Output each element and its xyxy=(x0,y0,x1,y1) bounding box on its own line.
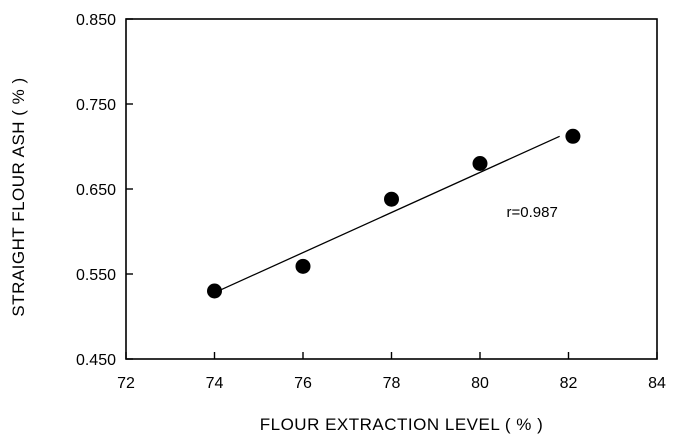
trend-line xyxy=(214,135,560,294)
x-tick-label: 82 xyxy=(560,375,578,392)
y-tick-label: 0.850 xyxy=(76,12,116,29)
axes xyxy=(125,18,658,360)
data-point xyxy=(565,128,581,144)
y-tick-label: 0.450 xyxy=(76,352,116,369)
y-tick-label: 0.650 xyxy=(76,182,116,199)
x-axis-title: FLOUR EXTRACTION LEVEL ( % ) xyxy=(260,415,544,434)
data-point xyxy=(384,191,399,207)
x-tick-label: 84 xyxy=(648,375,666,392)
x-tick-label: 80 xyxy=(471,375,489,392)
data-point xyxy=(295,258,311,274)
y-tick-label: 0.750 xyxy=(76,97,116,114)
y-axis-title: STRAIGHT FLOUR ASH ( % ) xyxy=(9,77,28,316)
y-tick-label: 0.550 xyxy=(76,267,116,284)
data-point xyxy=(472,156,488,171)
y-ticks: 0.450 0.550 0.650 0.750 0.850 xyxy=(76,12,133,369)
x-tick-label: 74 xyxy=(206,375,224,392)
plot-frame xyxy=(125,18,658,360)
x-tick-label: 76 xyxy=(294,375,312,392)
data-point xyxy=(207,283,222,299)
x-tick-label: 72 xyxy=(117,375,135,392)
x-ticks: 72 74 76 78 80 82 84 xyxy=(117,352,666,392)
correlation-annotation: r=0.987 xyxy=(507,204,558,221)
x-tick-label: 78 xyxy=(383,375,401,392)
data-points xyxy=(207,128,581,299)
